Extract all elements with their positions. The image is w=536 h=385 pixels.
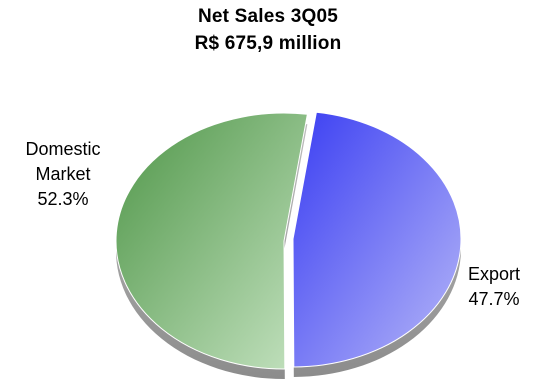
domestic-market-value-label: 52.3% [37, 189, 89, 209]
pie-slice-domestic-market [115, 112, 308, 370]
export-label: Export 47.7% [452, 262, 536, 312]
domestic-market-label-line2: Market [35, 164, 91, 184]
chart-title: Net Sales 3Q05 [197, 6, 339, 27]
export-label-line1: Export [467, 264, 521, 284]
chart-subtitle: R$ 675,9 million [194, 33, 342, 54]
domestic-market-label: Domestic Market 52.3% [2, 137, 124, 212]
pie-slice-export [292, 111, 462, 368]
export-value-label: 47.7% [468, 289, 520, 309]
domestic-market-label-line1: Domestic [25, 139, 101, 159]
